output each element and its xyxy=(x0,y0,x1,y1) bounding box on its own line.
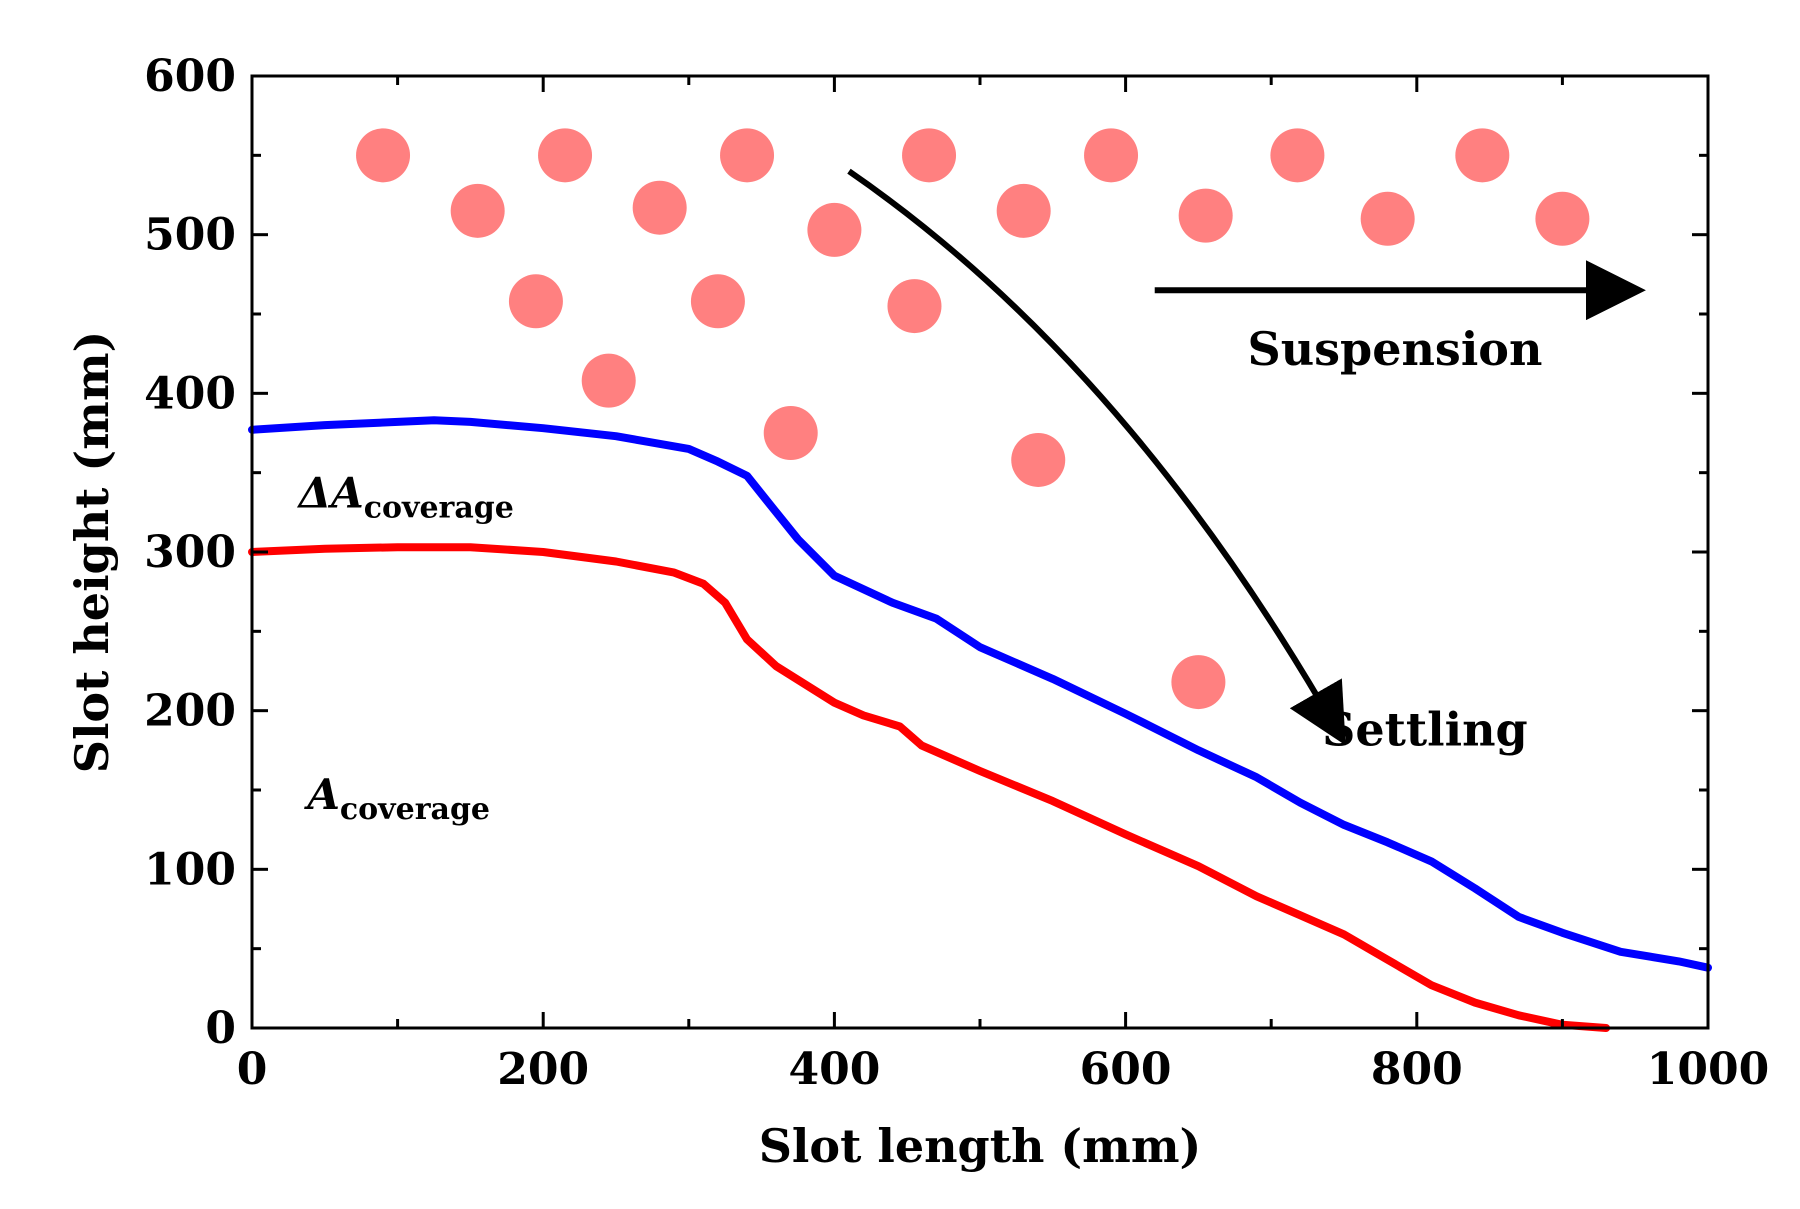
arrows-layer xyxy=(847,168,1646,746)
x-tick-label: 0 xyxy=(237,1044,268,1095)
particle-9 xyxy=(632,180,687,235)
particle-18 xyxy=(581,353,636,408)
settling-label: Settling xyxy=(1322,703,1528,757)
particle-7 xyxy=(1455,128,1510,183)
particle-10 xyxy=(807,202,862,257)
y-axis-title: Slot height (mm) xyxy=(65,331,119,774)
particle-20 xyxy=(1011,432,1066,487)
x-tick-label: 800 xyxy=(1371,1044,1463,1095)
coverage-main: A xyxy=(303,770,340,819)
y-tick-label: 0 xyxy=(205,1003,236,1054)
particle-1 xyxy=(356,128,411,183)
y-tick-label: 100 xyxy=(144,844,236,895)
particle-19 xyxy=(763,406,818,460)
y-tick-label: 200 xyxy=(144,686,236,737)
delta-coverage-subscript: coverage xyxy=(364,491,514,526)
series-line-upper xyxy=(248,416,1712,972)
suspension-label: Suspension xyxy=(1247,322,1542,376)
particle-17 xyxy=(887,279,942,334)
delta-coverage-label: ΔAcoverage xyxy=(297,469,514,526)
y-tick-label: 400 xyxy=(144,368,236,419)
particle-4 xyxy=(902,128,957,183)
delta-coverage-main: ΔA xyxy=(297,469,364,518)
x-axis-title: Slot length (mm) xyxy=(759,1119,1202,1173)
y-tick-label: 600 xyxy=(144,51,236,102)
particle-2 xyxy=(538,128,593,183)
x-tick-label: 200 xyxy=(497,1044,589,1095)
y-tick-label: 500 xyxy=(144,210,236,261)
x-tick-label: 400 xyxy=(788,1044,880,1095)
particle-5 xyxy=(1084,128,1139,183)
particle-12 xyxy=(1178,188,1233,243)
y-tick-label: 300 xyxy=(144,527,236,578)
particles-layer xyxy=(356,128,1590,710)
coverage-subscript: coverage xyxy=(340,792,490,827)
particle-8 xyxy=(450,183,505,238)
particle-13 xyxy=(1360,191,1415,246)
particle-3 xyxy=(720,128,775,183)
particle-14 xyxy=(1535,191,1590,246)
particle-21 xyxy=(1171,655,1226,710)
settling-arrow xyxy=(847,168,1346,746)
coverage-label: Acoverage xyxy=(303,770,490,827)
particle-16 xyxy=(690,274,745,329)
particle-6 xyxy=(1270,128,1325,183)
series-layer xyxy=(248,416,1712,1032)
ticks-layer: 0 200 400 600 800 1000 0 100 200 300 400 500 600 xyxy=(144,51,1769,1095)
particle-11 xyxy=(996,183,1051,238)
series-line-lower xyxy=(248,543,1611,1032)
x-tick-label: 1000 xyxy=(1647,1044,1769,1095)
particle-15 xyxy=(508,274,563,329)
x-tick-label: 600 xyxy=(1080,1044,1172,1095)
